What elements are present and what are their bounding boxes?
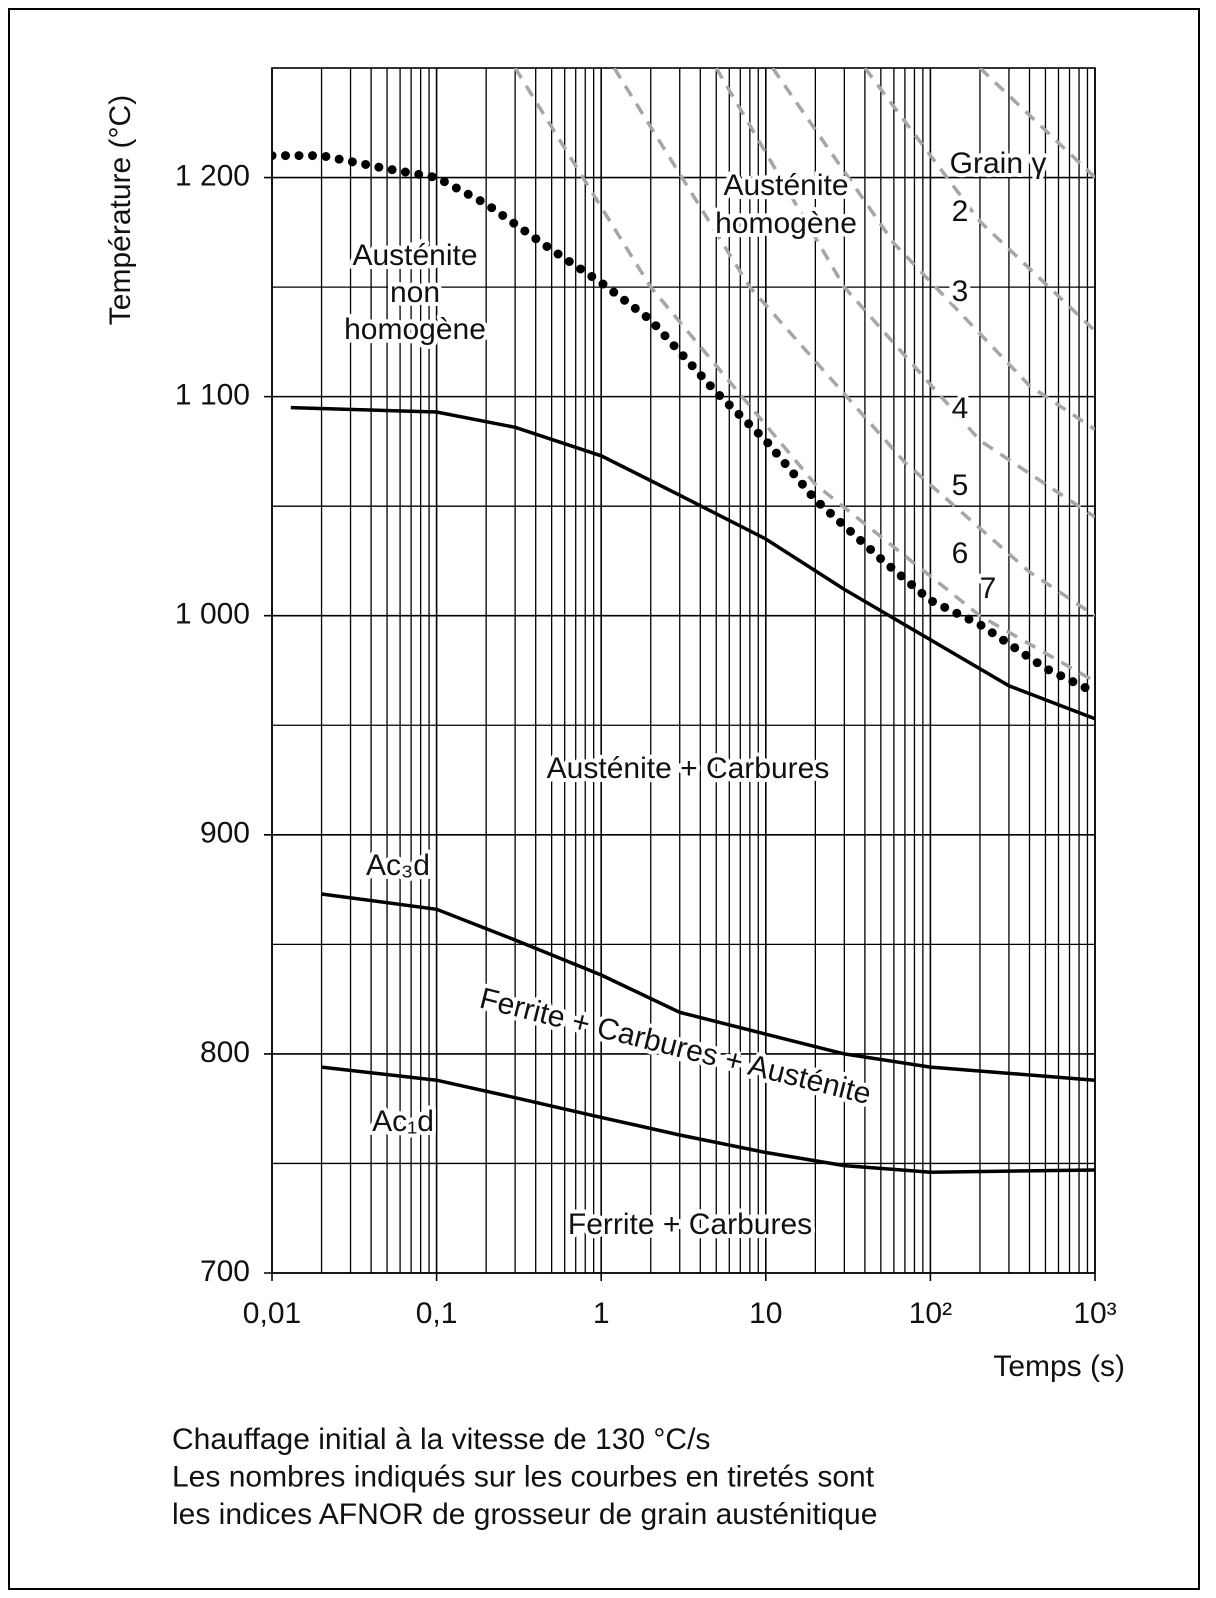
curve: [272, 151, 1095, 697]
y-tick-label: 1 100: [175, 379, 250, 412]
curve: [714, 68, 1095, 519]
y-tick-label: 900: [200, 817, 250, 850]
curve: [978, 68, 1095, 179]
plot-frame: [271, 67, 1096, 1274]
x-tick-label: 1: [593, 1297, 610, 1330]
y-axis-label: Température (°C): [104, 95, 137, 325]
y-tick-label: 1 000: [175, 598, 250, 631]
curve: [321, 892, 1095, 1082]
curve: [771, 68, 1095, 431]
curve: [863, 68, 1095, 333]
curve: [513, 68, 1095, 684]
curve-label: 3: [952, 275, 969, 308]
curve-label: 5: [952, 469, 969, 502]
annotation: Austénite + Carbures: [547, 752, 830, 785]
caption-line: Chauffage initial à la vitesse de 130 °C…: [172, 1423, 710, 1456]
x-axis-label: Temps (s): [993, 1350, 1125, 1383]
curve: [290, 405, 1095, 721]
x-tick-label: 0,1: [416, 1297, 458, 1330]
y-tick-label: 1 200: [175, 159, 250, 192]
x-tick-label: 10²: [909, 1297, 952, 1330]
annotation: Ac₁d: [372, 1105, 434, 1138]
annotation: Ferrite + Carbures: [568, 1208, 812, 1241]
x-tick-label: 10: [749, 1297, 782, 1330]
x-tick-label: 0,01: [243, 1297, 301, 1330]
annotation: Ac₃d: [366, 849, 430, 882]
caption-line: Les nombres indiqués sur les courbes en …: [172, 1460, 875, 1493]
y-tick-label: 700: [200, 1255, 250, 1288]
y-tick-label: 800: [200, 1036, 250, 1069]
annotation: Austénite homogène: [715, 169, 857, 240]
curve: [612, 68, 1095, 618]
curve-label: 7: [980, 572, 997, 605]
curve-label: 6: [952, 537, 969, 570]
caption-line: les indices AFNOR de grosseur de grain a…: [172, 1498, 877, 1531]
curve: [321, 1065, 1095, 1174]
annotation: Austénite non homogène: [344, 239, 486, 346]
frame: [8, 8, 1200, 1590]
curve-label: 4: [952, 392, 969, 425]
x-tick-label: 10³: [1073, 1297, 1116, 1330]
annotation: Grain γ: [950, 147, 1047, 180]
curve-label: 2: [952, 195, 969, 228]
